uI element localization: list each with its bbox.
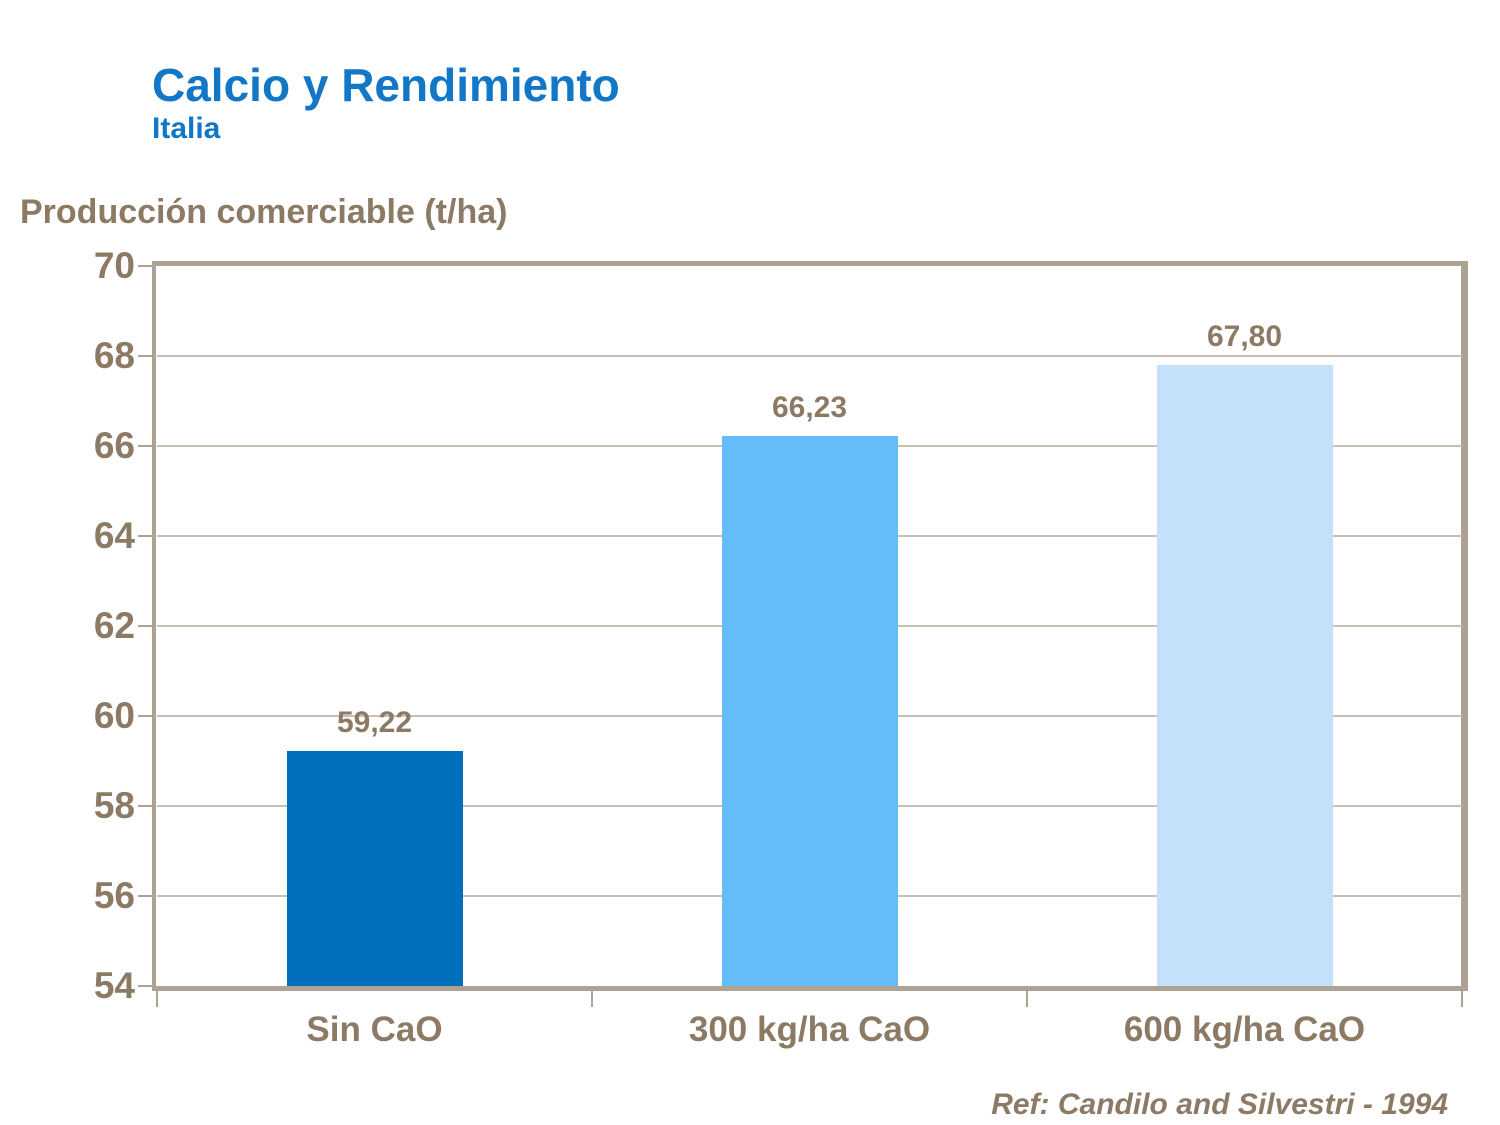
y-tick-mark-56 — [138, 895, 154, 897]
x-category-label-1: Sin CaO — [306, 1010, 443, 1049]
y-tick-mark-62 — [138, 625, 154, 627]
x-category-label-2: 300 kg/ha CaO — [688, 1010, 931, 1049]
x-tick-mark-2 — [1026, 991, 1028, 1007]
x-tick-mark-1 — [591, 991, 593, 1007]
y-tick-label-58: 58 — [93, 785, 135, 826]
y-tick-mark-60 — [138, 715, 154, 717]
bar-value-label-2: 66,23 — [771, 390, 848, 424]
page-title: Calcio y Rendimiento — [152, 59, 620, 111]
y-tick-label-62: 62 — [93, 605, 135, 646]
y-tick-label-60: 60 — [93, 695, 135, 736]
bar-1 — [286, 751, 463, 986]
y-tick-mark-70 — [138, 265, 154, 267]
y-tick-mark-68 — [138, 355, 154, 357]
y-axis-title: Producción comerciable (t/ha) — [20, 193, 508, 231]
bar-value-label-1: 59,22 — [336, 706, 413, 740]
y-tick-label-66: 66 — [93, 425, 135, 466]
y-tick-label-64: 64 — [93, 515, 135, 556]
x-tick-mark-3 — [1461, 991, 1463, 1007]
bar-2 — [721, 435, 898, 986]
reference-note: Ref: Candilo and Silvestri - 1994 — [991, 1088, 1448, 1121]
bar-value-label-3: 67,80 — [1206, 320, 1283, 353]
x-category-label-3: 600 kg/ha CaO — [1123, 1010, 1366, 1049]
y-tick-mark-66 — [138, 445, 154, 447]
page-subtitle: Italia — [152, 112, 221, 145]
y-tick-label-56: 56 — [93, 875, 135, 916]
y-tick-label-68: 68 — [93, 335, 135, 376]
y-tick-mark-64 — [138, 535, 154, 537]
x-tick-mark-0 — [156, 991, 158, 1007]
plot-area: 59,22 66,23 67,80 — [157, 266, 1462, 986]
y-tick-mark-58 — [138, 805, 154, 807]
gridline-68 — [157, 355, 1462, 357]
y-tick-label-70: 70 — [93, 245, 135, 286]
y-tick-label-54: 54 — [93, 965, 135, 1006]
bar-3 — [1156, 365, 1333, 986]
y-tick-mark-54 — [138, 985, 154, 987]
